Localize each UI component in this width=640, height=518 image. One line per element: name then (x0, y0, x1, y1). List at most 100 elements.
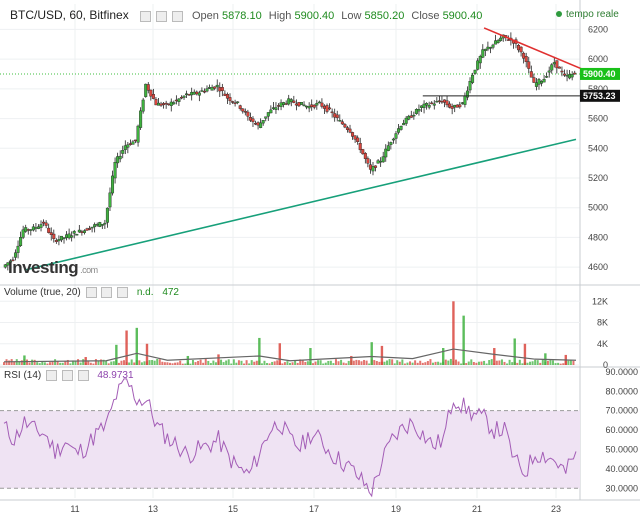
candle-down (220, 87, 224, 91)
volume-spike-bar (125, 330, 128, 365)
volume-bar (128, 362, 131, 365)
settings-icon[interactable] (139, 10, 151, 22)
x-tick-label: 21 (472, 504, 482, 514)
candle-down (248, 117, 252, 121)
close-icon[interactable] (171, 10, 183, 22)
volume-bar (214, 362, 217, 365)
volume-bar (153, 360, 156, 365)
candle-up (236, 101, 240, 103)
chart-header: BTC/USD, 60, Bitfinex Open 5878.10 High … (10, 8, 482, 22)
price-tick-label: 5800 (588, 84, 608, 94)
volume-bar (276, 360, 279, 365)
volume-bar (391, 359, 394, 365)
volume-bar (105, 360, 108, 365)
volume-bar (171, 363, 174, 365)
candle-up (402, 123, 406, 126)
candle-down (218, 87, 222, 92)
candle-down (325, 105, 329, 112)
candle-up (93, 224, 97, 228)
volume-bar (148, 360, 151, 365)
candle-down (343, 124, 347, 128)
candle-down (238, 105, 242, 109)
candle-up (8, 260, 12, 263)
volume-bar (97, 360, 100, 365)
candle-up (116, 156, 120, 164)
candle-up (31, 226, 35, 231)
volume-bar (393, 363, 396, 365)
candle-up (98, 222, 102, 227)
candle-up (427, 104, 431, 108)
volume-bar (311, 363, 314, 365)
candle-up (82, 230, 86, 233)
candle-up (118, 155, 122, 160)
volume-bar (260, 363, 263, 365)
candle-up (274, 107, 278, 110)
rsi-visibility-icon[interactable] (61, 370, 73, 381)
volume-spike-bar (217, 354, 220, 365)
volume-close-icon[interactable] (117, 287, 129, 298)
realtime-dot-icon (556, 11, 562, 18)
candle-up (172, 102, 176, 105)
candle-down (563, 73, 567, 76)
candle-down (330, 111, 334, 114)
candle-up (534, 82, 538, 87)
volume-bar (345, 363, 348, 365)
candle-up (414, 109, 418, 114)
volume-bar (485, 363, 488, 365)
candle-up (139, 110, 143, 128)
candle-up (547, 70, 551, 73)
candle-down (195, 91, 199, 95)
volume-bar (569, 359, 572, 365)
volume-settings-icon[interactable] (85, 287, 97, 298)
volume-bar (378, 361, 381, 365)
candle-up (111, 175, 115, 194)
candle-up (488, 47, 492, 49)
candle-up (259, 122, 263, 128)
volume-bar (375, 361, 378, 365)
candle-down (213, 86, 217, 89)
candle-up (386, 145, 390, 151)
candle-up (24, 227, 28, 232)
candle-up (65, 234, 69, 238)
candle-down (529, 71, 533, 78)
volume-bar (8, 360, 11, 365)
candle-up (103, 222, 107, 225)
candle-up (460, 102, 464, 104)
volume-bar (74, 360, 77, 365)
volume-bar (110, 361, 113, 365)
high-value: 5900.40 (294, 10, 335, 22)
volume-bar (432, 362, 434, 365)
rsi-close-icon[interactable] (77, 370, 89, 381)
volume-spike-bar (145, 343, 149, 365)
candle-up (75, 234, 79, 236)
volume-bar (554, 363, 557, 365)
visibility-icon[interactable] (155, 10, 167, 22)
volume-bar (255, 360, 258, 365)
volume-spike-bar (115, 344, 118, 365)
volume-bar (46, 363, 49, 365)
volume-bar (227, 359, 230, 365)
candle-up (205, 88, 209, 92)
candle-up (200, 90, 204, 92)
volume-bar (158, 359, 161, 365)
volume-bar (363, 359, 366, 365)
volume-bar (100, 359, 103, 365)
volume-bar (59, 362, 62, 365)
rsi-settings-icon[interactable] (46, 370, 58, 381)
volume-bar (516, 362, 519, 365)
candle-up (156, 102, 160, 106)
volume-bar (199, 359, 202, 365)
volume-tick-label: 12K (592, 296, 608, 306)
candle-down (231, 101, 235, 103)
volume-bar (225, 360, 228, 365)
candle-up (177, 98, 181, 102)
volume-bar (209, 363, 212, 365)
candle-down (167, 103, 171, 106)
candle-down (358, 143, 362, 151)
candle-up (261, 120, 265, 124)
volume-visibility-icon[interactable] (101, 287, 113, 298)
candle-up (389, 142, 393, 145)
candle-down (187, 94, 191, 96)
rsi-tick-label: 80.0000 (605, 386, 638, 396)
